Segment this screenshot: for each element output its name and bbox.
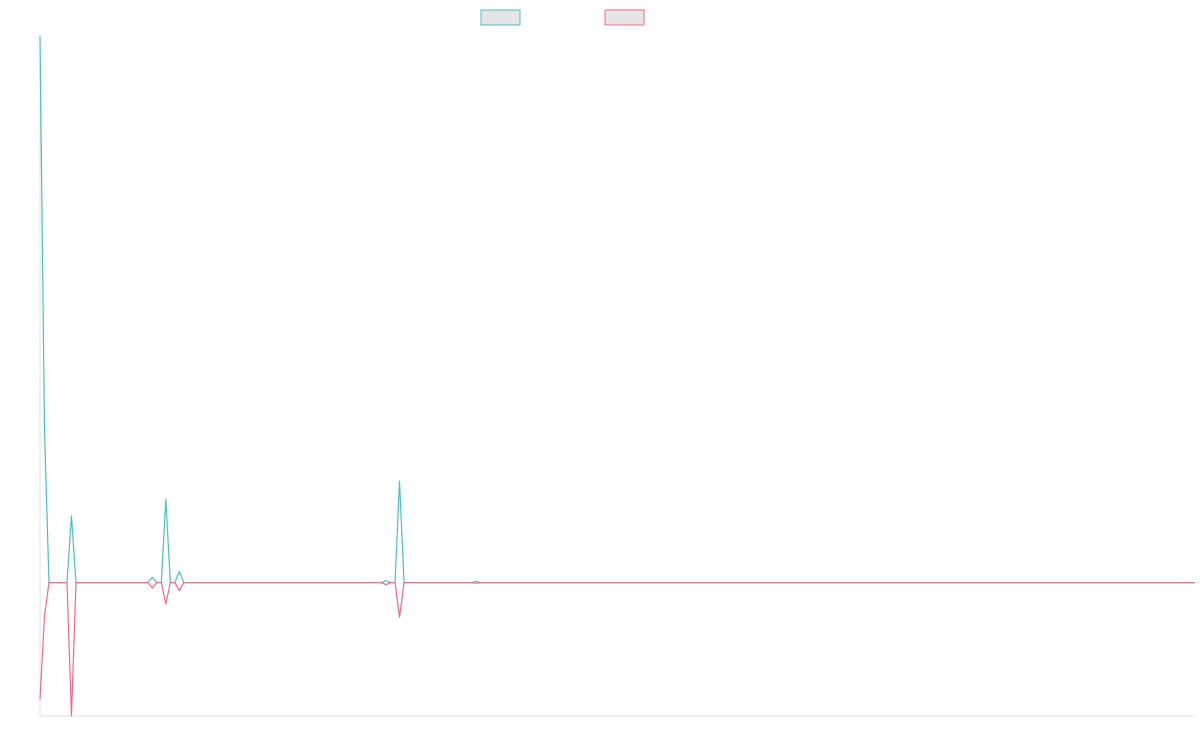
series-line-1 [39, 35, 1195, 584]
series-line-2 [39, 582, 1195, 717]
plot-area [39, 35, 1195, 717]
legend [480, 9, 645, 26]
legend-swatch-1 [480, 9, 521, 26]
legend-swatch-2 [604, 9, 645, 26]
